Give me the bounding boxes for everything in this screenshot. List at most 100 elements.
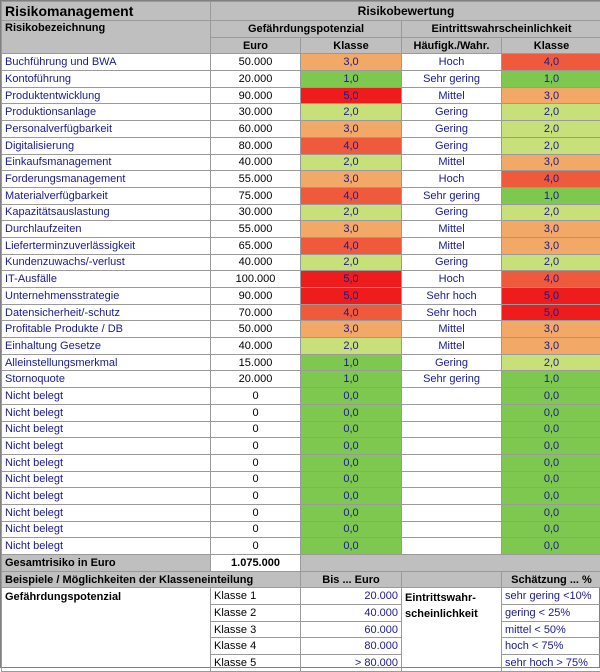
risk-class-ew[interactable]: 0,0	[502, 421, 600, 438]
risk-class-ew[interactable]: 3,0	[502, 321, 600, 338]
risk-class-gp[interactable]: 1,0	[301, 354, 402, 371]
risk-euro[interactable]: 55.000	[211, 171, 301, 188]
risk-class-ew[interactable]: 3,0	[502, 237, 600, 254]
risk-frequency[interactable]: Sehr hoch	[402, 288, 502, 305]
risk-class-ew[interactable]: 1,0	[502, 187, 600, 204]
risk-frequency[interactable]	[402, 521, 502, 538]
risk-frequency[interactable]: Gering	[402, 121, 502, 138]
risk-name[interactable]: Kontoführung	[2, 71, 211, 88]
risk-class-ew[interactable]: 3,0	[502, 87, 600, 104]
risk-class-ew[interactable]: 0,0	[502, 521, 600, 538]
risk-name[interactable]: Nicht belegt	[2, 504, 211, 521]
risk-euro[interactable]: 70.000	[211, 304, 301, 321]
risk-class-gp[interactable]: 5,0	[301, 288, 402, 305]
risk-class-gp[interactable]: 2,0	[301, 154, 402, 171]
risk-class-ew[interactable]: 1,0	[502, 71, 600, 88]
risk-class-gp[interactable]: 0,0	[301, 488, 402, 505]
risk-name[interactable]: IT-Ausfälle	[2, 271, 211, 288]
risk-name[interactable]: Lieferterminzuverlässigkeit	[2, 237, 211, 254]
risk-name[interactable]: Kapazitätsauslastung	[2, 204, 211, 221]
risk-frequency[interactable]	[402, 421, 502, 438]
risk-class-ew[interactable]: 0,0	[502, 404, 600, 421]
legend-estimate[interactable]: mittel < 50%	[502, 621, 600, 638]
total-value[interactable]: 1.075.000	[211, 555, 301, 572]
risk-class-ew[interactable]: 2,0	[502, 354, 600, 371]
risk-class-gp[interactable]: 2,0	[301, 338, 402, 355]
risk-frequency[interactable]: Hoch	[402, 271, 502, 288]
risk-frequency[interactable]: Gering	[402, 137, 502, 154]
legend-estimate[interactable]: sehr hoch > 75%	[502, 655, 600, 672]
risk-class-ew[interactable]: 0,0	[502, 538, 600, 555]
risk-frequency[interactable]: Gering	[402, 204, 502, 221]
risk-class-ew[interactable]: 4,0	[502, 54, 600, 71]
risk-name[interactable]: Unternehmensstrategie	[2, 288, 211, 305]
risk-euro[interactable]: 20.000	[211, 371, 301, 388]
risk-name[interactable]: Nicht belegt	[2, 521, 211, 538]
risk-euro[interactable]: 40.000	[211, 254, 301, 271]
risk-frequency[interactable]: Gering	[402, 354, 502, 371]
legend-bis-value[interactable]: 60.000	[301, 621, 402, 638]
risk-class-gp[interactable]: 0,0	[301, 454, 402, 471]
risk-euro[interactable]: 0	[211, 471, 301, 488]
risk-frequency[interactable]	[402, 538, 502, 555]
risk-euro[interactable]: 60.000	[211, 121, 301, 138]
risk-class-ew[interactable]: 3,0	[502, 338, 600, 355]
risk-name[interactable]: Nicht belegt	[2, 488, 211, 505]
risk-name[interactable]: Nicht belegt	[2, 454, 211, 471]
risk-class-gp[interactable]: 0,0	[301, 404, 402, 421]
risk-class-ew[interactable]: 2,0	[502, 254, 600, 271]
risk-frequency[interactable]	[402, 504, 502, 521]
legend-estimate[interactable]: gering < 25%	[502, 605, 600, 622]
risk-class-gp[interactable]: 2,0	[301, 254, 402, 271]
risk-euro[interactable]: 90.000	[211, 288, 301, 305]
risk-frequency[interactable]: Mittel	[402, 321, 502, 338]
risk-class-gp[interactable]: 2,0	[301, 204, 402, 221]
risk-name[interactable]: Nicht belegt	[2, 388, 211, 405]
risk-class-gp[interactable]: 5,0	[301, 271, 402, 288]
risk-class-ew[interactable]: 3,0	[502, 154, 600, 171]
legend-bis-value[interactable]: 20.000	[301, 588, 402, 605]
risk-name[interactable]: Einkaufsmanagement	[2, 154, 211, 171]
risk-class-gp[interactable]: 1,0	[301, 71, 402, 88]
risk-name[interactable]: Nicht belegt	[2, 438, 211, 455]
risk-euro[interactable]: 0	[211, 538, 301, 555]
risk-name[interactable]: Durchlaufzeiten	[2, 221, 211, 238]
risk-class-gp[interactable]: 3,0	[301, 221, 402, 238]
risk-euro[interactable]: 50.000	[211, 54, 301, 71]
risk-name[interactable]: Produktionsanlage	[2, 104, 211, 121]
risk-euro[interactable]: 50.000	[211, 321, 301, 338]
risk-class-gp[interactable]: 3,0	[301, 321, 402, 338]
risk-frequency[interactable]	[402, 454, 502, 471]
risk-class-gp[interactable]: 0,0	[301, 388, 402, 405]
risk-class-ew[interactable]: 3,0	[502, 221, 600, 238]
risk-name[interactable]: Nicht belegt	[2, 471, 211, 488]
risk-frequency[interactable]	[402, 488, 502, 505]
risk-class-gp[interactable]: 0,0	[301, 438, 402, 455]
risk-class-ew[interactable]: 1,0	[502, 371, 600, 388]
risk-class-ew[interactable]: 0,0	[502, 388, 600, 405]
risk-class-ew[interactable]: 2,0	[502, 204, 600, 221]
risk-class-ew[interactable]: 4,0	[502, 171, 600, 188]
risk-euro[interactable]: 40.000	[211, 154, 301, 171]
risk-frequency[interactable]: Mittel	[402, 221, 502, 238]
risk-class-gp[interactable]: 0,0	[301, 471, 402, 488]
risk-frequency[interactable]: Sehr gering	[402, 187, 502, 204]
risk-class-gp[interactable]: 0,0	[301, 538, 402, 555]
legend-bis-value[interactable]: > 80.000	[301, 655, 402, 672]
risk-frequency[interactable]	[402, 388, 502, 405]
risk-euro[interactable]: 100.000	[211, 271, 301, 288]
legend-estimate[interactable]: hoch < 75%	[502, 638, 600, 655]
risk-euro[interactable]: 55.000	[211, 221, 301, 238]
risk-class-ew[interactable]: 0,0	[502, 471, 600, 488]
risk-frequency[interactable]: Gering	[402, 254, 502, 271]
risk-name[interactable]: Forderungsmanagement	[2, 171, 211, 188]
legend-bis-value[interactable]: 80.000	[301, 638, 402, 655]
risk-euro[interactable]: 20.000	[211, 71, 301, 88]
risk-name[interactable]: Stornoquote	[2, 371, 211, 388]
legend-estimate[interactable]: sehr gering <10%	[502, 588, 600, 605]
risk-frequency[interactable]: Sehr gering	[402, 71, 502, 88]
risk-frequency[interactable]: Sehr gering	[402, 371, 502, 388]
risk-name[interactable]: Nicht belegt	[2, 421, 211, 438]
risk-frequency[interactable]: Sehr hoch	[402, 304, 502, 321]
risk-class-gp[interactable]: 4,0	[301, 137, 402, 154]
